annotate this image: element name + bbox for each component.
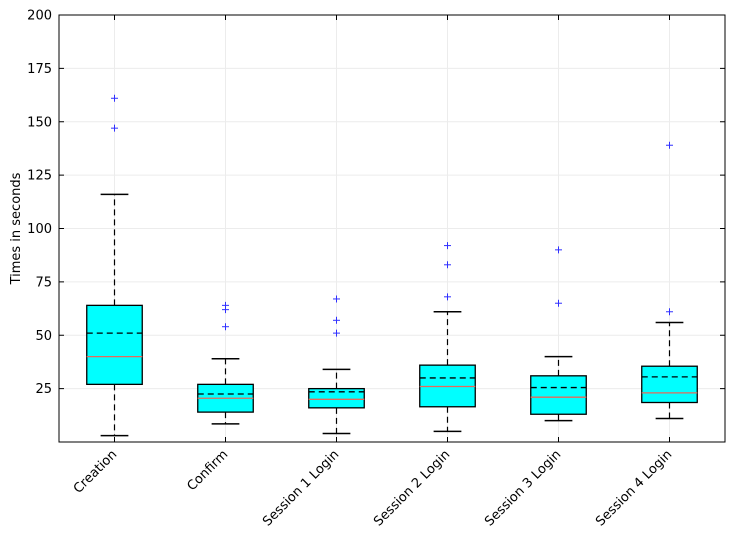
x-tick-label: Session 2 Login	[371, 447, 453, 529]
y-tick-label: 100	[27, 222, 52, 237]
box-body	[641, 365, 698, 404]
y-axis: 25 50 75 100 125 150 175 200	[27, 9, 725, 397]
outlier-point	[444, 293, 451, 301]
outlier-point	[444, 242, 451, 250]
y-axis-label: Times in seconds	[9, 172, 24, 285]
grid-lines	[59, 14, 725, 442]
outlier-point	[333, 316, 340, 324]
y-tick-label: 50	[35, 329, 52, 344]
x-tick-label: Creation	[71, 447, 121, 497]
outlier-point	[333, 329, 340, 337]
box-5	[530, 246, 587, 422]
y-tick-label: 175	[27, 62, 52, 77]
x-tick-label: Session 4 Login	[593, 447, 675, 529]
outlier-point	[555, 246, 562, 254]
box-body	[86, 304, 143, 386]
outlier-point	[555, 299, 562, 307]
x-tick-label: Confirm	[184, 447, 231, 494]
outlier-point	[111, 124, 118, 132]
box-2	[197, 301, 254, 425]
x-tick-label: Session 3 Login	[482, 447, 564, 529]
x-tick-label: Session 1 Login	[260, 447, 342, 529]
y-tick-label: 75	[35, 275, 52, 290]
outlier-point	[111, 94, 118, 102]
box-series	[86, 94, 698, 437]
outlier-point	[666, 141, 673, 149]
outlier-point	[666, 308, 673, 316]
y-tick-label: 125	[27, 169, 52, 184]
outlier-point	[222, 323, 229, 331]
outlier-point	[222, 301, 229, 309]
y-tick-label: 200	[27, 9, 52, 24]
box-4	[419, 242, 476, 433]
box-6	[641, 141, 698, 420]
y-tick-label: 150	[27, 115, 52, 130]
outlier-point	[333, 295, 340, 303]
x-axis: Creation Confirm Session 1 Login Session 2 …	[71, 15, 675, 529]
box-body	[530, 375, 587, 415]
y-tick-label: 25	[35, 382, 52, 397]
box-1	[86, 94, 143, 437]
box-body	[308, 387, 365, 409]
outlier-point	[444, 261, 451, 269]
box-3	[308, 295, 365, 435]
